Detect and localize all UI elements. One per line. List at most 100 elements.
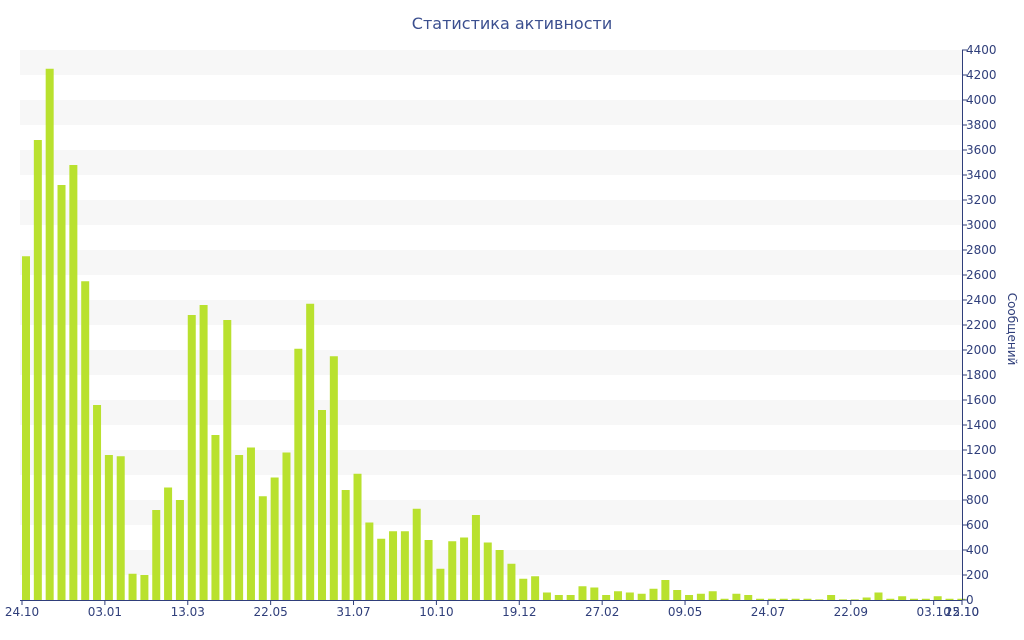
- y-tick-label: 400: [966, 543, 989, 557]
- bar: [318, 410, 326, 600]
- bar: [495, 550, 504, 600]
- bar: [673, 590, 682, 600]
- x-tick-label: 12.10: [945, 605, 979, 619]
- bar: [862, 597, 871, 600]
- bar: [850, 599, 859, 601]
- bar: [22, 256, 30, 600]
- bar: [590, 587, 599, 600]
- x-tick-label: 22.09: [834, 605, 868, 619]
- y-tick-label: 1800: [966, 368, 997, 382]
- bar: [886, 598, 895, 600]
- bar: [898, 596, 907, 600]
- bar: [685, 595, 694, 600]
- x-tick-label: 25.10: [945, 605, 979, 619]
- grid-band: [20, 450, 962, 475]
- bar: [542, 592, 551, 600]
- chart-title: Статистика активности: [411, 14, 613, 33]
- y-tick-label: 2200: [966, 318, 997, 332]
- bar: [720, 598, 729, 600]
- bar: [815, 599, 824, 601]
- bar: [235, 455, 244, 600]
- bar: [282, 452, 291, 600]
- y-tick-label: 2400: [966, 293, 997, 307]
- bar: [81, 281, 90, 600]
- y-tick-label: 3400: [966, 168, 997, 182]
- x-axis-ticks: 24.10 03.01 13.03 22.05 31.07 10.10 19.12 27.02…: [5, 600, 979, 619]
- bar: [424, 540, 433, 600]
- bar: [104, 455, 113, 600]
- bar: [306, 303, 315, 600]
- bar: [57, 185, 66, 600]
- grid-band: [20, 500, 962, 525]
- x-tick-label: 31.07: [336, 605, 370, 619]
- bar: [69, 165, 78, 600]
- grid-band: [20, 350, 962, 375]
- bar: [921, 598, 930, 600]
- bar: [33, 140, 42, 600]
- bar: [625, 592, 634, 600]
- bar: [708, 591, 717, 600]
- x-tick-label: 03.01: [88, 605, 122, 619]
- bar: [211, 435, 220, 600]
- y-tick-label: 2000: [966, 343, 997, 357]
- grid-band: [20, 100, 962, 125]
- bar: [246, 447, 255, 600]
- y-tick-label: 800: [966, 493, 989, 507]
- y-tick-label: 3600: [966, 143, 997, 157]
- bars: [22, 68, 966, 601]
- grid-band: [20, 400, 962, 425]
- bar: [471, 515, 480, 600]
- grid-band: [20, 150, 962, 175]
- bar: [791, 598, 800, 600]
- y-tick-label: 1000: [966, 468, 997, 482]
- bar: [661, 580, 670, 600]
- y-tick-label: 3200: [966, 193, 997, 207]
- y-tick-label: 200: [966, 568, 989, 582]
- bar: [933, 596, 942, 600]
- y-tick-label: 4000: [966, 93, 997, 107]
- bar: [223, 320, 232, 600]
- bar: [45, 68, 54, 600]
- bar: [400, 531, 409, 600]
- bar: [779, 598, 788, 600]
- bar: [519, 578, 528, 600]
- x-tick-label: 03.10: [917, 605, 951, 619]
- bar: [649, 588, 658, 600]
- x-tick-label: 22.05: [253, 605, 287, 619]
- x-tick-label: 27.02: [585, 605, 619, 619]
- bar: [874, 592, 883, 600]
- bar: [827, 595, 836, 600]
- bar: [353, 473, 362, 600]
- bar: [270, 477, 279, 600]
- bar: [341, 490, 350, 600]
- y-axis-ticks: 0 200 400 600 800 1000 1200 1400 1600 1800 2000 220…: [962, 43, 997, 607]
- bar: [199, 305, 208, 600]
- bar: [578, 586, 587, 600]
- bar: [614, 591, 622, 600]
- y-tick-label: 4400: [966, 43, 997, 57]
- y-tick-label: 600: [966, 518, 989, 532]
- x-tick-label: 24.10: [5, 605, 39, 619]
- bar: [566, 595, 575, 600]
- bar: [140, 575, 149, 600]
- bar: [128, 573, 137, 600]
- bar: [116, 456, 125, 600]
- x-tick-label: 10.10: [419, 605, 453, 619]
- grid-band: [20, 200, 962, 225]
- bar: [602, 595, 611, 600]
- bar: [531, 576, 540, 600]
- bar: [910, 598, 918, 600]
- y-tick-label: 2600: [966, 268, 997, 282]
- bar: [732, 593, 741, 600]
- bar: [803, 598, 812, 600]
- bar: [164, 487, 173, 600]
- bar: [389, 531, 398, 600]
- bar: [93, 405, 102, 600]
- bar: [756, 598, 765, 600]
- bar: [483, 542, 492, 600]
- y-tick-label: 2800: [966, 243, 997, 257]
- y-tick-label: 1200: [966, 443, 997, 457]
- bar: [377, 538, 386, 600]
- bar: [957, 598, 966, 600]
- bar: [838, 599, 847, 601]
